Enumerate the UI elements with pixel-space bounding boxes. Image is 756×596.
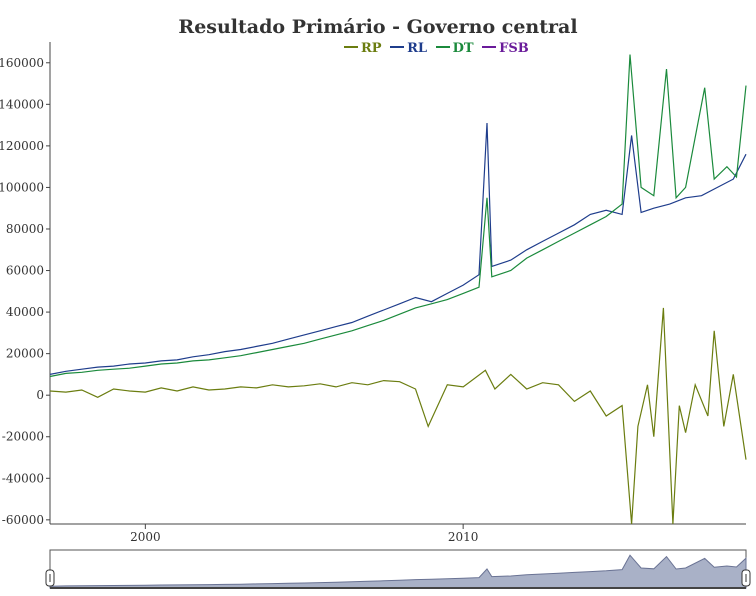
- y-tick-label: 100000: [0, 180, 44, 194]
- legend-item-rp[interactable]: RP: [344, 41, 382, 56]
- y-tick-label: 20000: [6, 347, 44, 361]
- legend-label-dt: DT: [452, 41, 474, 56]
- y-tick-label: -20000: [2, 430, 44, 444]
- chart-title: Resultado Primário - Governo central: [178, 16, 578, 38]
- x-tick-label: 2000: [130, 530, 161, 544]
- legend-item-rl[interactable]: RL: [390, 41, 427, 56]
- legend-swatch-rl: [390, 45, 405, 48]
- y-tick-label: 0: [36, 388, 44, 402]
- legend-swatch-fsb: [482, 45, 497, 48]
- x-tick-label: 2010: [448, 530, 479, 544]
- series-layer: [49, 54, 747, 525]
- series-line-rl: [49, 122, 747, 375]
- legend-label-rl: RL: [407, 41, 428, 56]
- y-tick-label: -40000: [2, 471, 44, 485]
- range-selector[interactable]: [45, 549, 751, 589]
- series-line-rp: [49, 307, 747, 525]
- y-tick-label: 80000: [6, 222, 44, 236]
- legend-item-fsb[interactable]: FSB: [482, 41, 529, 56]
- y-tick-label: 120000: [0, 139, 44, 153]
- legend-label-rp: RP: [361, 41, 382, 56]
- navigator-area: [49, 554, 747, 589]
- y-tick-label: 140000: [0, 97, 44, 111]
- y-tick-label: 40000: [6, 305, 44, 319]
- legend-swatch-rp: [344, 45, 358, 48]
- y-tick-label: 60000: [6, 264, 44, 278]
- y-tick-label: 160000: [0, 56, 44, 70]
- legend-label-fsb: FSB: [499, 41, 529, 56]
- legend: RP RL DT FSB: [344, 41, 533, 57]
- x-axis: 2000 2010: [50, 523, 746, 544]
- y-tick-label: -60000: [2, 513, 44, 527]
- series-line-dt: [49, 54, 747, 378]
- legend-swatch-dt: [435, 45, 450, 48]
- legend-item-dt[interactable]: DT: [435, 41, 474, 56]
- y-axis: -60000 -40000 -20000 0 20000 40000 60000 80000 1…: [0, 42, 51, 527]
